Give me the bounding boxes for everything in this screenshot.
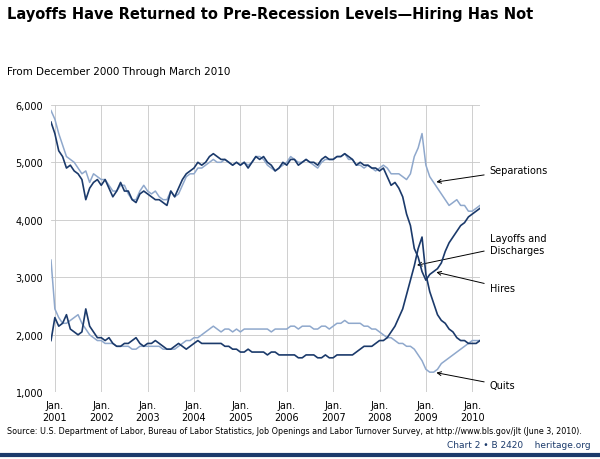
Text: Layoffs Have Returned to Pre-Recession Levels—Hiring Has Not: Layoffs Have Returned to Pre-Recession L… bbox=[7, 7, 533, 22]
Text: Source: U.S. Department of Labor, Bureau of Labor Statistics, Job Openings and L: Source: U.S. Department of Labor, Bureau… bbox=[7, 426, 582, 435]
Text: From December 2000 Through March 2010: From December 2000 Through March 2010 bbox=[7, 67, 230, 77]
Text: Chart 2 • B 2420    heritage.org: Chart 2 • B 2420 heritage.org bbox=[448, 440, 591, 449]
Text: Quits: Quits bbox=[437, 372, 515, 391]
Text: Hires: Hires bbox=[437, 272, 515, 293]
Text: Separations: Separations bbox=[437, 165, 548, 184]
Text: Layoffs and
Discharges: Layoffs and Discharges bbox=[418, 234, 546, 267]
